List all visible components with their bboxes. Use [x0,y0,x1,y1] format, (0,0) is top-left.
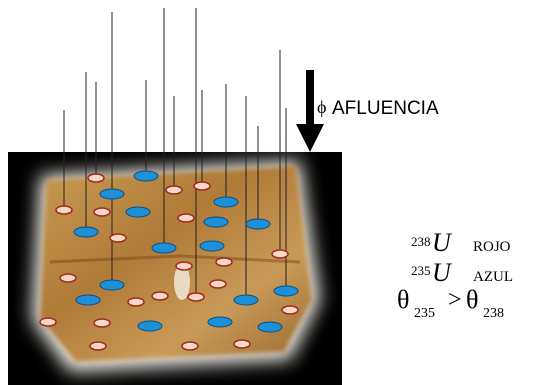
blue-marker [126,207,150,217]
red-marker [128,298,144,306]
blue-marker [208,317,232,327]
red-marker [176,262,192,270]
red-marker [234,340,250,348]
red-marker [188,293,204,301]
theta: θ [397,285,409,314]
flux-label: AFLUENCIA [332,98,439,119]
red-marker [94,208,110,216]
blue-marker [74,227,98,237]
blue-marker [200,241,224,251]
red-marker [56,206,72,214]
red-marker [60,274,76,282]
red-marker [166,186,182,194]
mass-number: 238 [411,234,431,249]
blue-marker [234,295,258,305]
blue-marker [214,197,238,207]
blue-marker [258,322,282,332]
color-name: ROJO [473,239,511,255]
subscript: 238 [483,306,504,321]
red-marker [40,318,56,326]
blue-marker [100,189,124,199]
red-marker [110,234,126,242]
blue-marker [100,280,124,290]
blue-marker [204,217,228,227]
blue-marker [246,219,270,229]
element-symbol: U [432,228,453,257]
arrow-head [296,124,324,152]
mass-number: 235 [411,263,431,278]
red-marker [152,292,168,300]
red-marker [272,250,288,258]
blue-marker [76,295,100,305]
red-marker [282,306,298,314]
operator: > [448,287,462,313]
subscript: 235 [414,306,435,321]
blue-marker [152,243,176,253]
red-marker [90,342,106,350]
color-name: AZUL [473,269,513,285]
blue-marker [138,321,162,331]
red-marker [88,174,104,182]
red-marker [94,319,110,327]
arrow-shaft [306,70,314,126]
red-marker [178,214,194,222]
red-marker [210,280,226,288]
theta: θ [466,285,478,314]
flux-symbol: ϕ [317,97,326,117]
red-marker [194,182,210,190]
page: ϕ AFLUENCIA 238 U ROJO 235 U AZUL θ 235 … [0,0,541,385]
blue-marker [274,286,298,296]
diagram: ϕ AFLUENCIA 238 U ROJO 235 U AZUL θ 235 … [0,0,541,385]
element-symbol: U [432,258,453,287]
red-marker [182,342,198,350]
blue-marker [134,171,158,181]
red-marker [216,258,232,266]
